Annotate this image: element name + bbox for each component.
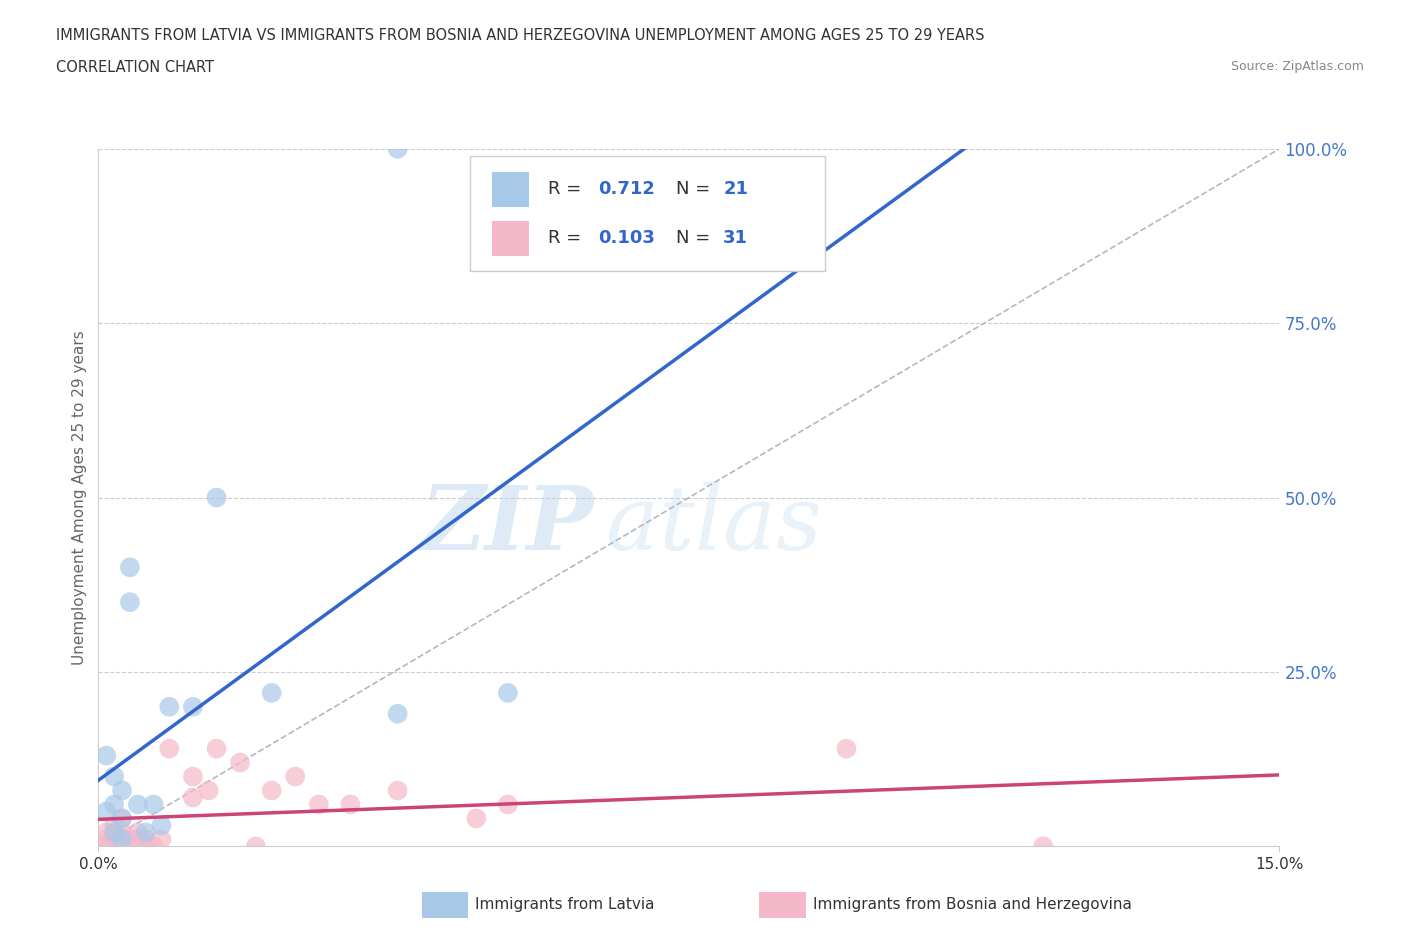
Point bbox=[135, 832, 157, 847]
Text: R =: R = bbox=[548, 180, 588, 198]
Point bbox=[118, 595, 141, 610]
Point bbox=[181, 699, 204, 714]
Text: N =: N = bbox=[676, 180, 716, 198]
Point bbox=[496, 797, 519, 812]
Point bbox=[284, 769, 307, 784]
Point bbox=[111, 839, 134, 854]
Y-axis label: Unemployment Among Ages 25 to 29 years: Unemployment Among Ages 25 to 29 years bbox=[72, 330, 87, 665]
Text: N =: N = bbox=[676, 229, 716, 247]
Point bbox=[260, 685, 283, 700]
Point bbox=[96, 804, 118, 819]
Point bbox=[127, 797, 149, 812]
Point bbox=[96, 748, 118, 763]
Text: ZIP: ZIP bbox=[420, 482, 595, 569]
Point bbox=[260, 783, 283, 798]
Point bbox=[103, 825, 125, 840]
Text: Immigrants from Bosnia and Herzegovina: Immigrants from Bosnia and Herzegovina bbox=[813, 897, 1132, 912]
Point bbox=[205, 741, 228, 756]
Point bbox=[111, 832, 134, 847]
Point bbox=[118, 832, 141, 847]
Text: atlas: atlas bbox=[606, 482, 823, 569]
Point bbox=[103, 818, 125, 833]
Point bbox=[135, 825, 157, 840]
Point bbox=[245, 839, 267, 854]
Point bbox=[111, 825, 134, 840]
Point bbox=[465, 811, 488, 826]
Point bbox=[387, 783, 409, 798]
Point bbox=[111, 783, 134, 798]
Point bbox=[197, 783, 219, 798]
Text: 31: 31 bbox=[723, 229, 748, 247]
Point bbox=[181, 790, 204, 805]
Point bbox=[142, 797, 165, 812]
FancyBboxPatch shape bbox=[492, 220, 530, 256]
Point bbox=[339, 797, 361, 812]
Point bbox=[150, 818, 173, 833]
Point bbox=[150, 832, 173, 847]
Text: R =: R = bbox=[548, 229, 588, 247]
Point bbox=[111, 811, 134, 826]
Point bbox=[118, 560, 141, 575]
FancyBboxPatch shape bbox=[492, 172, 530, 206]
Point bbox=[835, 741, 858, 756]
Point bbox=[1032, 839, 1054, 854]
Point bbox=[96, 832, 118, 847]
Point bbox=[308, 797, 330, 812]
FancyBboxPatch shape bbox=[471, 156, 825, 271]
Point bbox=[142, 839, 165, 854]
Point bbox=[387, 141, 409, 156]
Text: 0.103: 0.103 bbox=[598, 229, 655, 247]
Point bbox=[96, 825, 118, 840]
Point bbox=[127, 832, 149, 847]
Point bbox=[111, 811, 134, 826]
Point bbox=[135, 839, 157, 854]
Point bbox=[387, 707, 409, 722]
Point bbox=[103, 769, 125, 784]
Text: Immigrants from Latvia: Immigrants from Latvia bbox=[475, 897, 655, 912]
Text: Source: ZipAtlas.com: Source: ZipAtlas.com bbox=[1230, 60, 1364, 73]
Point bbox=[229, 755, 252, 770]
Text: 0.712: 0.712 bbox=[598, 180, 655, 198]
Point bbox=[157, 741, 180, 756]
Text: CORRELATION CHART: CORRELATION CHART bbox=[56, 60, 214, 75]
Point bbox=[496, 685, 519, 700]
Point bbox=[205, 490, 228, 505]
Point bbox=[103, 797, 125, 812]
Point bbox=[96, 839, 118, 854]
Text: IMMIGRANTS FROM LATVIA VS IMMIGRANTS FROM BOSNIA AND HERZEGOVINA UNEMPLOYMENT AM: IMMIGRANTS FROM LATVIA VS IMMIGRANTS FRO… bbox=[56, 28, 984, 43]
Point bbox=[157, 699, 180, 714]
Point bbox=[103, 832, 125, 847]
Point bbox=[181, 769, 204, 784]
Point bbox=[127, 825, 149, 840]
Text: 21: 21 bbox=[723, 180, 748, 198]
